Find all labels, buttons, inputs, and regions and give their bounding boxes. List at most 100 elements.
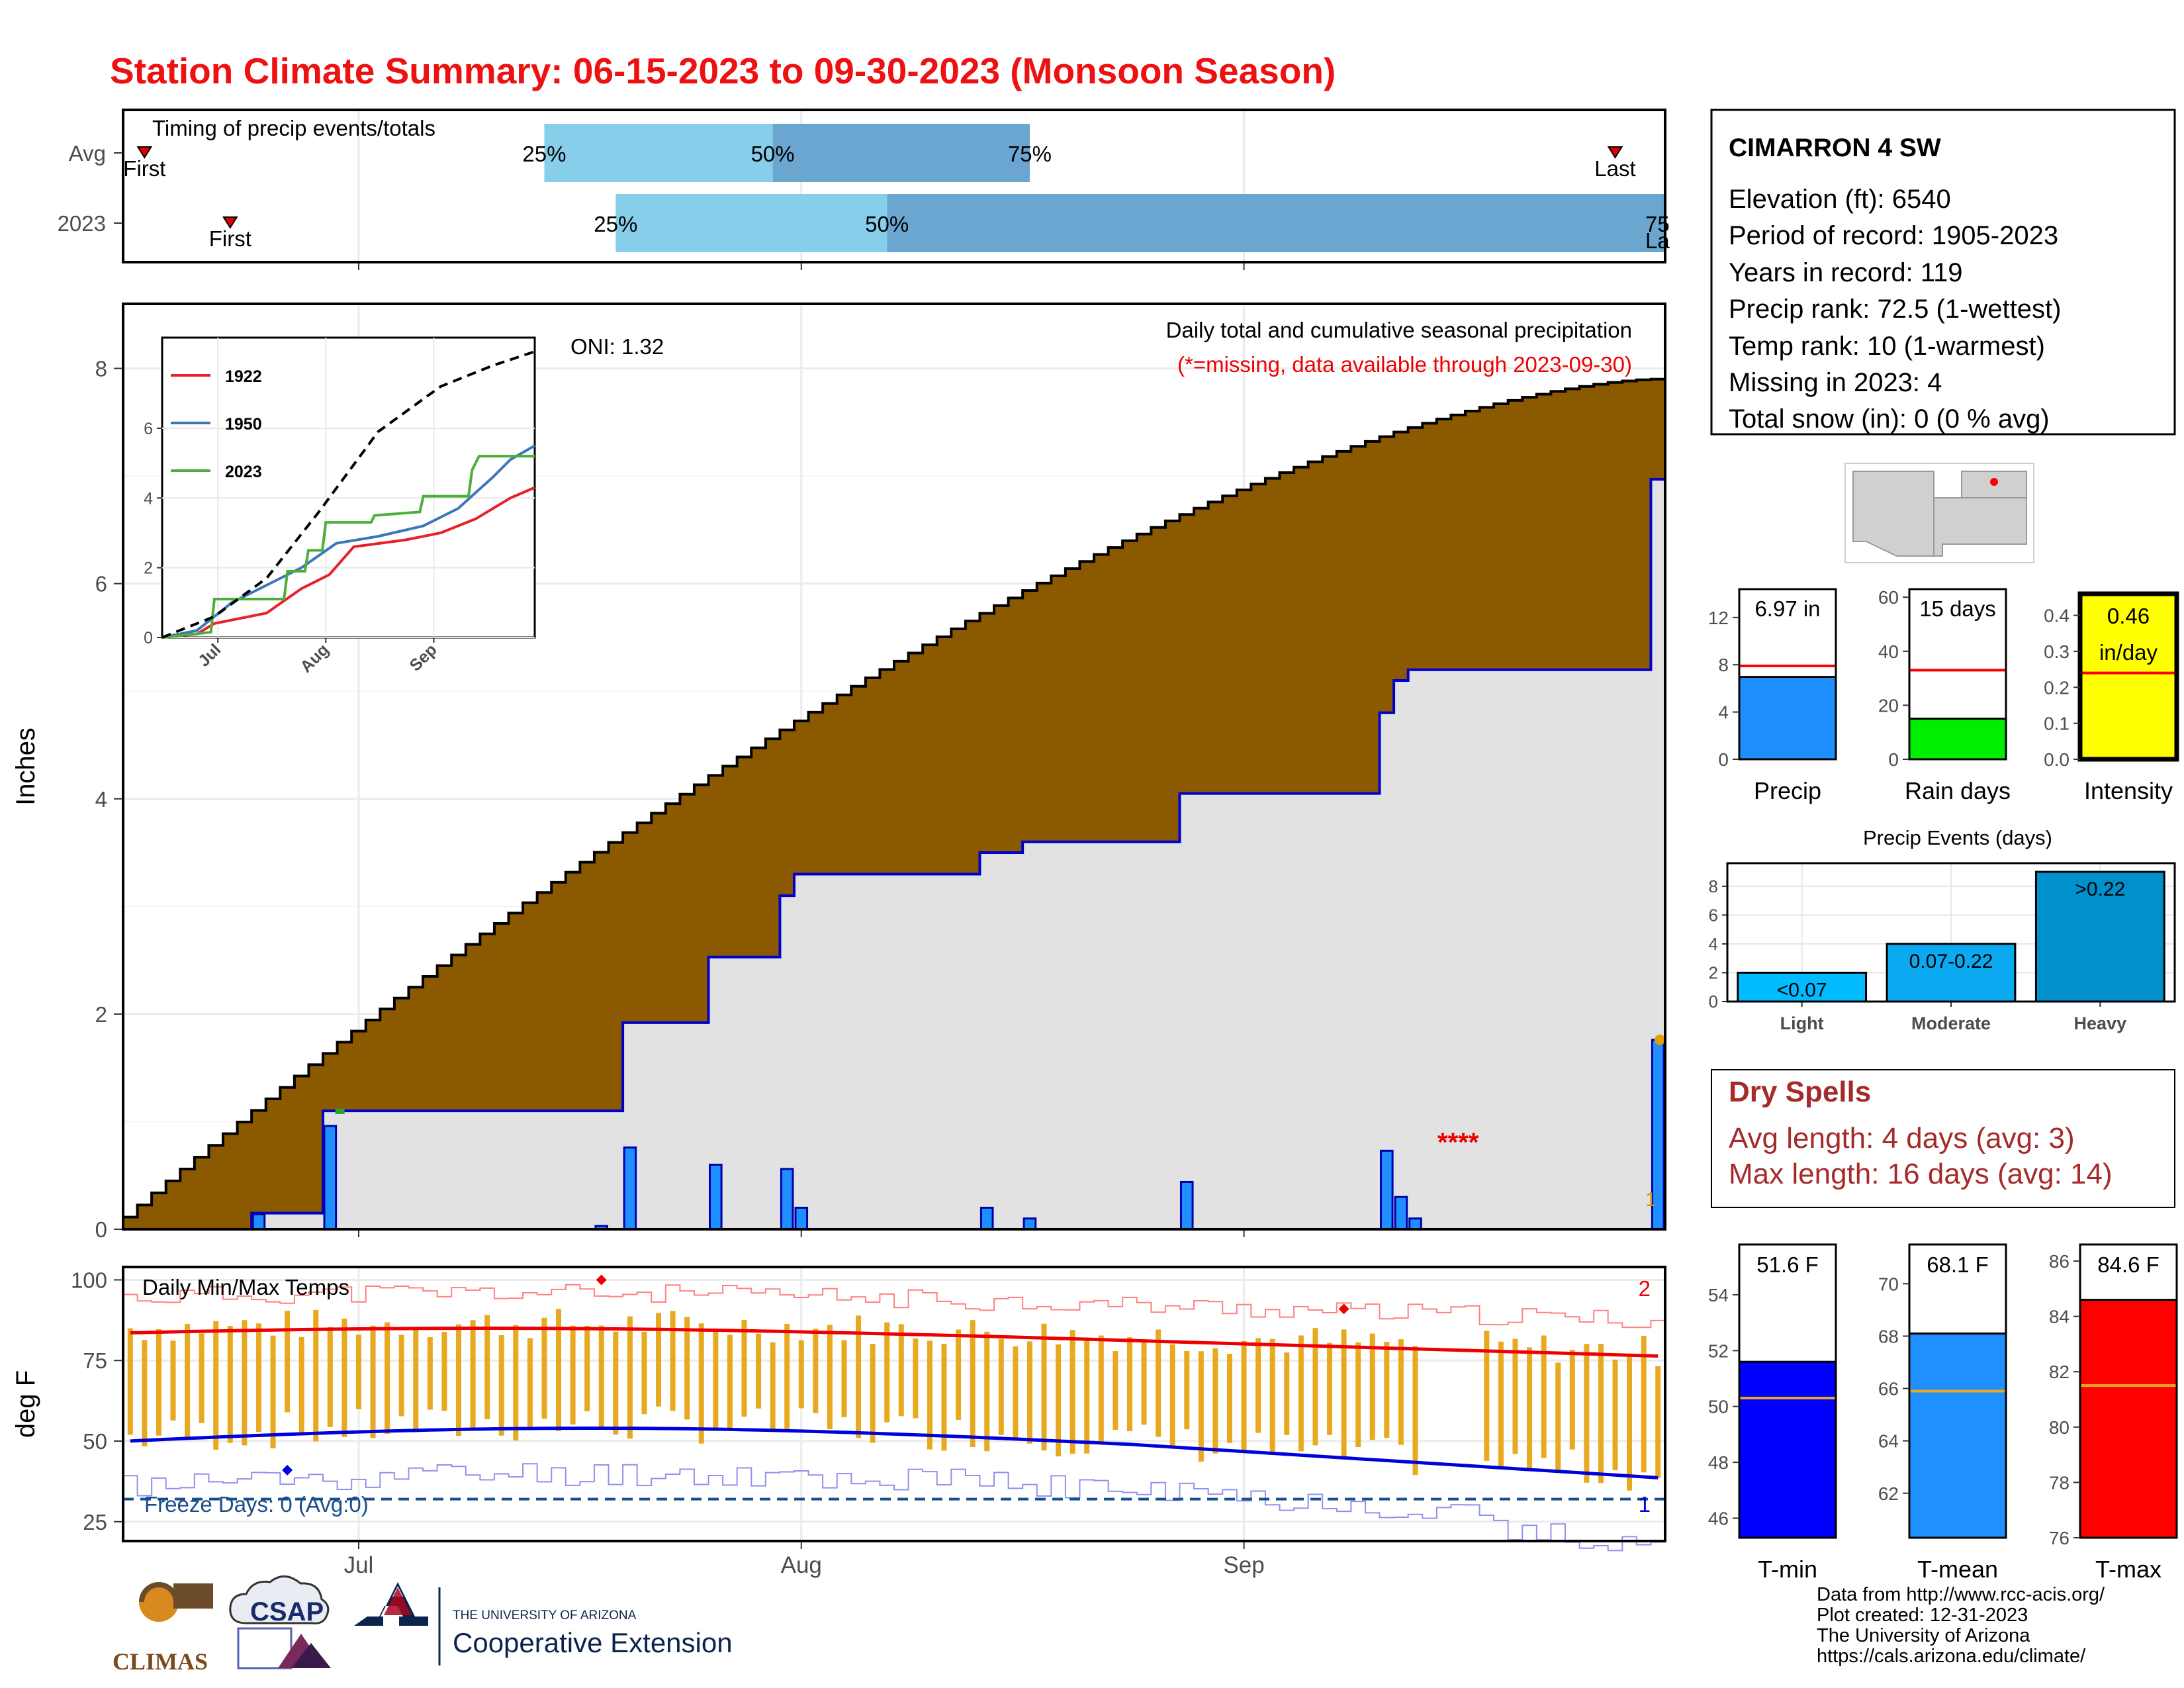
tmin-category-label: T-min — [1758, 1556, 1817, 1583]
daily-temp-range-bar — [242, 1320, 248, 1446]
tmax-y-tick-label: 80 — [2049, 1417, 2070, 1438]
precip-events-y-tick-label: 0 — [1709, 992, 1718, 1011]
daily-temp-range-bar — [1412, 1346, 1418, 1476]
precip-event-bar-label: 0.07-0.22 — [1909, 951, 1993, 972]
daily-temp-range-bar — [427, 1336, 433, 1410]
precip-event-category-label: Moderate — [1911, 1013, 1991, 1033]
daily-temp-range-bar — [627, 1316, 633, 1439]
precip-total-bar-panel: 6.97 in 0 4 8 12 Precip — [1708, 588, 1837, 804]
daily-temp-range-bar — [1056, 1344, 1062, 1457]
tmean-bar-panel: 68.1 F 62 64 66 68 70 T-mean — [1878, 1243, 2007, 1583]
tmean-y-tick-label: 64 — [1878, 1431, 1899, 1452]
tmin-y-tick-label: 48 — [1708, 1452, 1729, 1473]
daily-temp-range-bar — [185, 1323, 191, 1438]
daily-temp-range-bar — [1541, 1335, 1547, 1458]
y2023-50-75-bar — [887, 194, 1665, 252]
credit-data-source: Data from http://www.rcc-acis.org/ — [1817, 1584, 2105, 1605]
climas-logo: CLIMAS — [113, 1582, 213, 1675]
daily-temp-range-bar — [584, 1325, 590, 1411]
freeze-days-label: Freeze Days: 0 (Avg:0) — [144, 1492, 369, 1517]
daily-temp-range-bar — [841, 1340, 847, 1417]
credits: Data from http://www.rcc-acis.org/ Plot … — [1817, 1584, 2105, 1667]
credit-university: The University of Arizona — [1817, 1625, 2030, 1646]
y2023-first-marker — [222, 216, 238, 229]
tmax-frame — [2079, 1243, 2178, 1539]
daily-temp-range-bar — [1269, 1338, 1275, 1453]
precip_total-value-bar — [1738, 676, 1837, 761]
daily-temp-range-bar — [298, 1336, 304, 1432]
daily-temp-range-bar — [927, 1340, 933, 1450]
daily-temp-range-bar — [1298, 1335, 1304, 1452]
avg-25pct-label: 25% — [522, 142, 566, 166]
daily-precip-bar — [251, 1213, 266, 1231]
daily-temp-range-bar — [170, 1340, 176, 1421]
precip-events-y-tick-label: 8 — [1709, 876, 1718, 896]
avg-last-marker — [1607, 146, 1623, 159]
daily-temp-range-bar — [527, 1338, 533, 1429]
daily-temp-range-bar — [1612, 1359, 1618, 1470]
daily-temp-range-bar — [898, 1324, 904, 1417]
daily-temp-range-bar — [1369, 1333, 1375, 1440]
daily-temp-range-bar — [327, 1327, 333, 1427]
rain_days-frame — [1908, 588, 2007, 761]
daily-temp-range-bar — [285, 1311, 291, 1413]
normal-cumulative-line — [122, 377, 1665, 1229]
daily-temp-range-bar — [127, 1328, 133, 1435]
x-tick-label-aug: Aug — [781, 1552, 822, 1578]
daily-temp-range-bar — [270, 1335, 276, 1449]
tmax-value-bar — [2079, 1299, 2178, 1539]
record-high-marker — [596, 1274, 607, 1286]
daily-temp-range-bar — [884, 1322, 890, 1423]
daily-temp-range-bar — [1655, 1366, 1661, 1478]
station-years: Years in record: 119 — [1729, 258, 1963, 287]
tmax-y-tick-label: 78 — [2049, 1472, 2070, 1493]
tmax-bar-panel: 84.6 F 76 78 80 82 84 86 T-max — [2049, 1243, 2178, 1583]
daily-temp-range-bar — [370, 1325, 376, 1438]
x-tick-label-sep: Sep — [1223, 1552, 1264, 1578]
daily-temp-range-bar — [1069, 1330, 1075, 1454]
csap-logo: CSAP — [229, 1575, 331, 1669]
avg-25-50-bar — [544, 124, 773, 182]
temps-y-tick-label: 100 — [71, 1268, 107, 1292]
daily-temp-range-bar — [398, 1335, 404, 1417]
inset-y-tick-label: 2 — [144, 559, 153, 578]
precip-event-bar-light — [1737, 971, 1868, 1003]
daily-temp-range-bar — [413, 1328, 419, 1432]
precip-event-bar-label: <0.07 — [1777, 979, 1827, 1001]
rain_days-value-bar — [1908, 718, 2007, 761]
intensity-y-tick-label: 0.4 — [2044, 606, 2070, 626]
university-of-arizona-logo: THE UNIVERSITY OF ARIZONA Cooperative Ex… — [354, 1582, 733, 1665]
avg-75pct-label: 75% — [1008, 142, 1052, 166]
daily-temp-range-bar — [1041, 1323, 1047, 1451]
daily-temp-range-bar — [698, 1323, 704, 1444]
daily-temp-range-bar — [741, 1319, 747, 1417]
daily-temp-range-bar — [556, 1309, 562, 1432]
temps-y-tick-label: 25 — [83, 1510, 107, 1534]
row-label-2023: 2023 — [58, 211, 106, 236]
tmean-value-label: 68.1 F — [1927, 1252, 1989, 1277]
avg-min-line — [130, 1427, 1659, 1479]
daily-temp-range-bar — [1126, 1337, 1132, 1432]
daily-precip-bar — [1179, 1180, 1194, 1231]
intensity-value-label: 0.46 — [2107, 604, 2150, 628]
daily-temp-range-bar — [570, 1325, 576, 1425]
rain_days-y-tick-label: 20 — [1878, 695, 1899, 716]
tmin-y-tick-label: 52 — [1708, 1340, 1729, 1361]
tmean-y-tick-label: 70 — [1878, 1274, 1899, 1294]
daily-temp-range-bar — [1398, 1339, 1404, 1445]
daily-temp-range-bar — [941, 1344, 947, 1451]
precip_total-y-tick-label: 12 — [1708, 608, 1729, 628]
daily-temp-range-bar — [142, 1340, 148, 1446]
avg-max-line — [130, 1327, 1659, 1358]
tmin-y-tick-label: 50 — [1708, 1397, 1729, 1417]
dry-spells-max: Max length: 16 days (avg: 14) — [1729, 1158, 2113, 1190]
page-title: Station Climate Summary: 06-15-2023 to 0… — [110, 50, 1336, 91]
tmax-value-label: 84.6 F — [2097, 1252, 2160, 1277]
daily-temp-range-bar — [1555, 1362, 1561, 1473]
tmean-frame — [1908, 1243, 2007, 1539]
rain_days-value-label: 15 days — [1919, 596, 1996, 621]
station-name: CIMARRON 4 SW — [1729, 134, 1941, 162]
avg-last-label: Last — [1594, 156, 1635, 181]
rain-days-bar-panel: 15 days 0 20 40 60 Rain days — [1878, 587, 2011, 804]
